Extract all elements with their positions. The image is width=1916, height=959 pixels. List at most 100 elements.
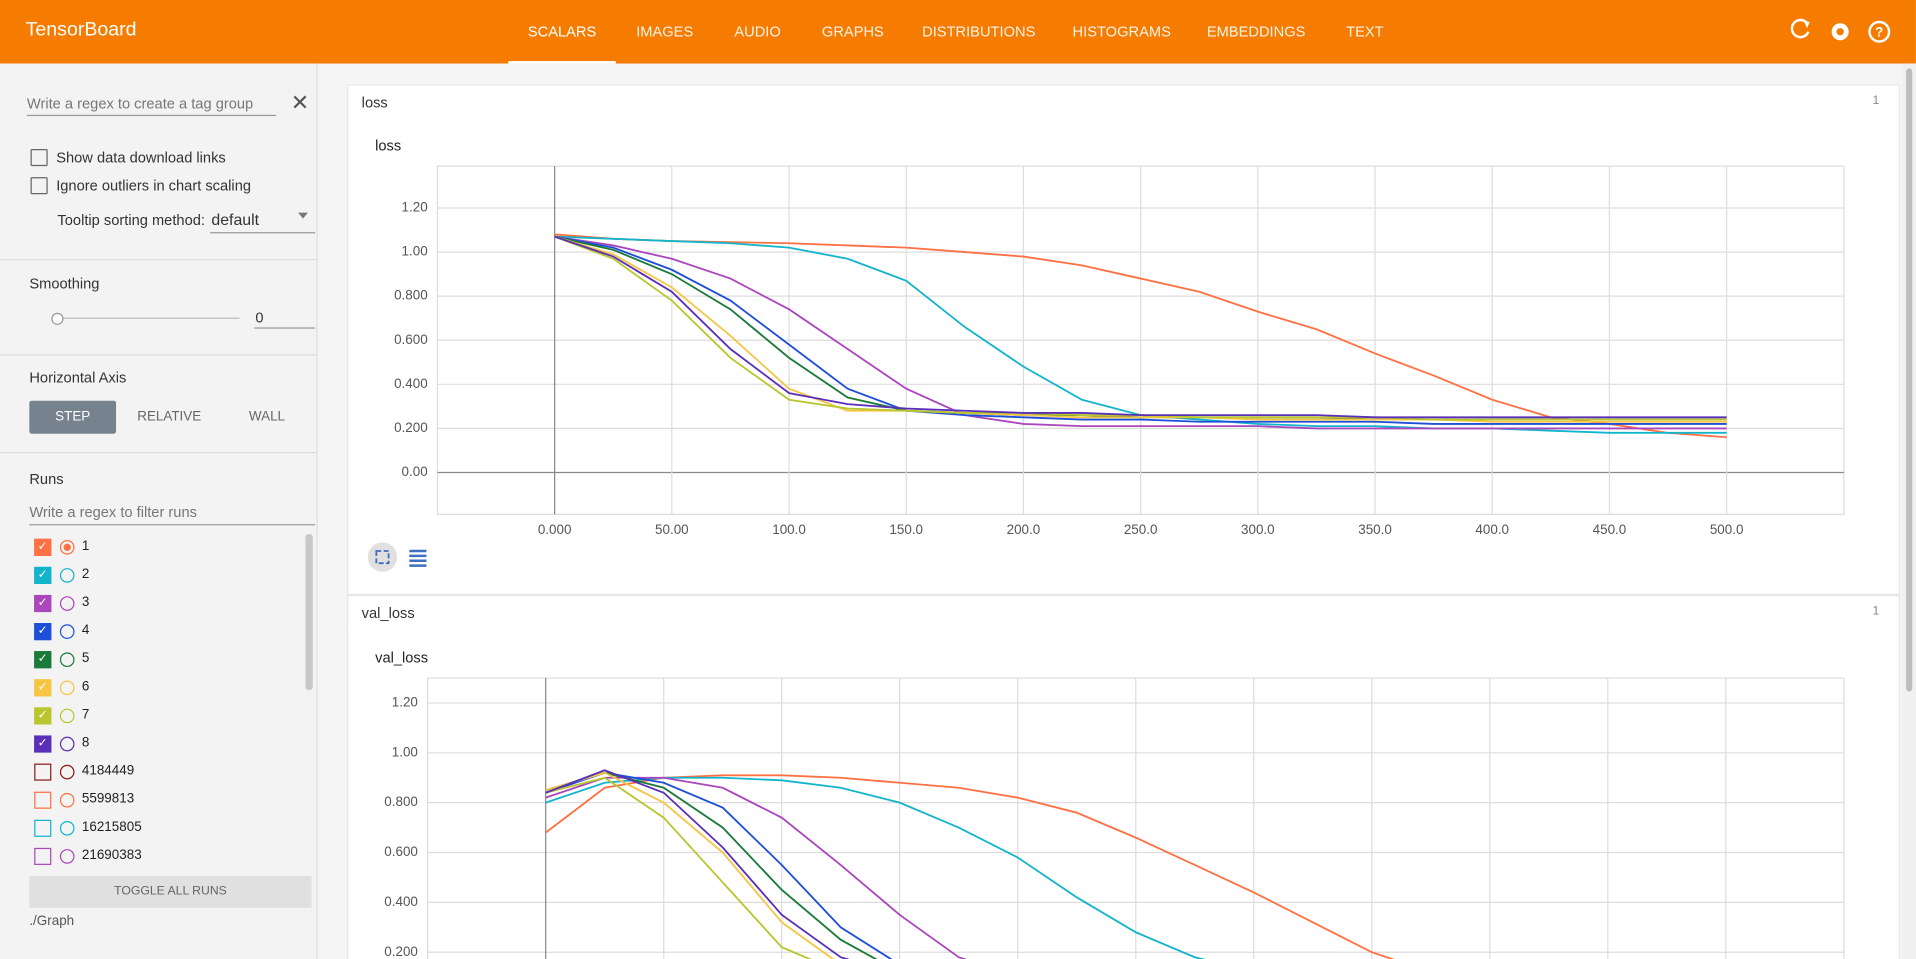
runs-filter[interactable]: Write a regex to filter runs (29, 503, 197, 521)
chart-title: val_loss (375, 650, 428, 666)
tooltip-select[interactable]: default (211, 210, 260, 229)
series-line (554, 235, 1727, 425)
run-checkbox[interactable] (34, 819, 52, 837)
tab[interactable]: HISTOGRAMS (1072, 23, 1171, 41)
run-name[interactable]: 7 (81, 707, 90, 723)
panel-count: 1 (1872, 94, 1880, 108)
run-radio[interactable] (59, 680, 75, 696)
run-checkbox[interactable]: ✓ (34, 651, 52, 669)
run-checkbox[interactable]: ✓ (34, 707, 52, 725)
run-radio[interactable] (59, 849, 75, 864)
help-icon[interactable]: ? (1868, 20, 1891, 43)
series-line (545, 776, 812, 959)
run-radio[interactable] (59, 792, 75, 808)
run-checkbox[interactable]: ✓ (34, 735, 52, 753)
smoothing-value[interactable]: 0 (255, 309, 264, 327)
run-radio[interactable] (59, 708, 75, 724)
run-checkbox[interactable]: ✓ (34, 679, 52, 697)
smoothing-slider[interactable] (51, 312, 64, 325)
toggle-all-runs[interactable]: TOGGLE ALL RUNS (29, 875, 312, 908)
run-radio[interactable] (59, 624, 75, 639)
top-bar: TensorBoard SCALARS IMAGES AUDIO GRAPHS DIST… (0, 0, 1916, 64)
run-radio[interactable] (59, 820, 75, 836)
run-radio[interactable] (59, 539, 75, 555)
reload-icon[interactable] (1790, 18, 1810, 39)
panel-header[interactable]: loss 1 (347, 84, 1901, 121)
panel-count: 1 (1872, 604, 1880, 619)
tab[interactable]: GRAPHS (821, 23, 884, 41)
tab[interactable]: IMAGES (636, 23, 694, 41)
x-tick-label: 350.0 (1358, 522, 1392, 537)
series-line (554, 235, 1727, 423)
run-radio[interactable] (59, 736, 75, 752)
axis-button[interactable]: STEP (29, 400, 117, 434)
option-label: Ignore outliers in chart scaling (56, 177, 252, 195)
y-tick-label: 0.00 (402, 464, 428, 479)
y-tick-label: 0.400 (394, 376, 428, 391)
run-checkbox[interactable]: ✓ (34, 538, 52, 556)
runs-label: Runs (29, 470, 64, 488)
y-tick-label: 0.400 (384, 894, 418, 909)
y-tick-label: 1.20 (392, 695, 418, 710)
axis-button[interactable]: RELATIVE (137, 409, 202, 424)
run-name[interactable]: 8 (81, 735, 90, 751)
tab[interactable]: AUDIO (734, 23, 781, 41)
x-tick-label: 500.0 (1710, 522, 1744, 537)
sidebar: Write a regex to create a tag group ✕ Sh… (0, 63, 318, 959)
run-name[interactable]: 21690383 (81, 847, 142, 863)
run-name[interactable]: 5599813 (81, 791, 135, 807)
run-radio[interactable] (59, 764, 75, 780)
series-line (545, 776, 967, 959)
data-table-button[interactable] (409, 549, 427, 567)
run-checkbox[interactable]: ✓ (34, 594, 52, 613)
y-tick-label: 0.200 (394, 420, 428, 435)
tab[interactable]: TEXT (1346, 23, 1384, 41)
panel-name: loss (361, 94, 388, 112)
clear-button[interactable]: ✕ (290, 90, 310, 115)
series-line (545, 774, 1395, 959)
run-checkbox[interactable] (34, 763, 52, 781)
run-name[interactable]: 1 (81, 538, 90, 554)
fit-domain-button[interactable] (367, 542, 398, 572)
x-tick-label: 50.00 (655, 522, 689, 537)
run-checkbox[interactable]: ✓ (34, 623, 52, 641)
page-scrollbar (1902, 63, 1916, 959)
tab[interactable]: SCALARS (527, 23, 597, 41)
checkbox[interactable] (30, 177, 48, 195)
x-tick-label: 0.000 (538, 522, 572, 537)
panel-name: val_loss (361, 604, 415, 622)
run-checkbox[interactable] (34, 847, 52, 865)
run-name[interactable]: 6 (81, 679, 90, 694)
tag-regex-input[interactable]: Write a regex to create a tag group (26, 95, 254, 113)
tab[interactable]: DISTRIBUTIONS (922, 23, 1036, 41)
run-name[interactable]: 5 (81, 651, 90, 666)
series-line (554, 235, 1727, 430)
run-radio[interactable] (59, 596, 75, 611)
series-group (545, 769, 1395, 959)
x-tick-label: 150.0 (889, 522, 923, 537)
checkbox[interactable] (30, 149, 48, 167)
run-name[interactable]: 4184449 (81, 763, 135, 779)
run-radio[interactable] (59, 568, 75, 583)
tab[interactable]: EMBEDDINGS (1206, 23, 1306, 41)
y-tick-label: 0.600 (394, 332, 428, 347)
run-name[interactable]: 2 (81, 566, 90, 582)
run-checkbox[interactable] (34, 791, 52, 809)
run-radio[interactable] (59, 652, 75, 668)
x-tick-label: 100.0 (772, 522, 806, 537)
settings-icon[interactable] (1831, 23, 1849, 41)
y-tick-label: 0.800 (394, 288, 428, 303)
y-tick-label: 0.600 (384, 844, 418, 859)
run-name[interactable]: 16215805 (81, 819, 142, 835)
series-line (545, 769, 850, 959)
run-checkbox[interactable]: ✓ (34, 566, 52, 584)
axis-label: Horizontal Axis (29, 368, 127, 387)
series-line (554, 233, 1727, 439)
axis-button[interactable]: WALL (248, 409, 286, 424)
run-name[interactable]: 3 (81, 594, 90, 610)
series-line (554, 235, 1727, 419)
y-tick-label: 1.20 (402, 200, 428, 215)
run-name[interactable]: 4 (81, 623, 90, 638)
chart-card (347, 118, 1901, 595)
